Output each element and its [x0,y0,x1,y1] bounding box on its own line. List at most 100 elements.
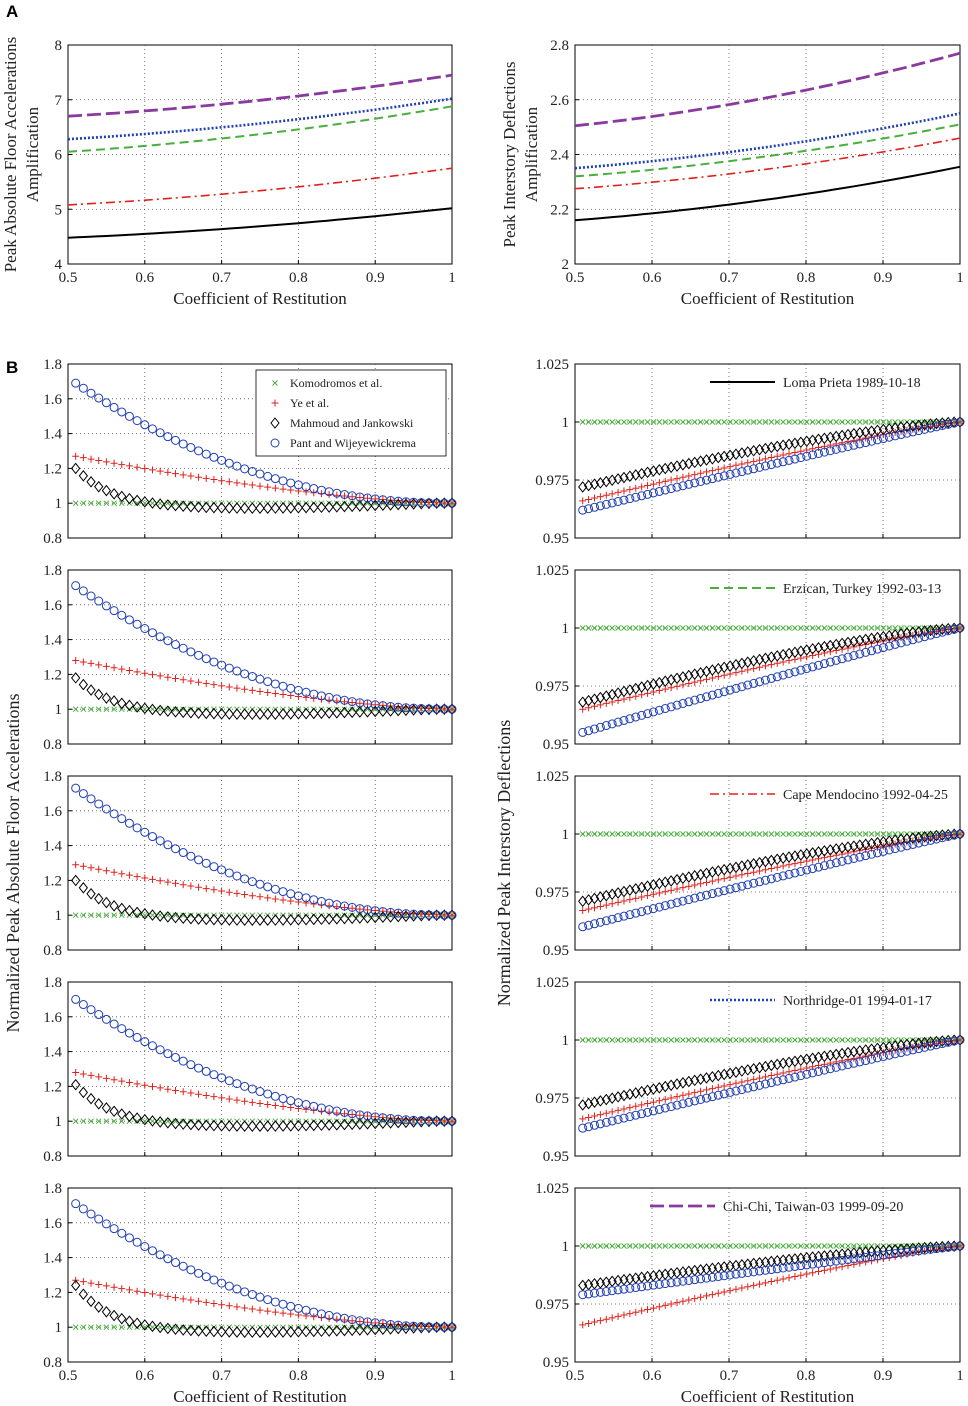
marker-x [733,1037,739,1043]
marker-circle [217,1073,227,1083]
marker-x [774,419,781,425]
marker-diamond [408,704,419,716]
marker-circle [825,1064,835,1074]
marker-plus [862,1052,870,1060]
marker-x [703,831,710,837]
marker-x [585,625,592,631]
marker-plus [779,1275,787,1283]
b2r2-ytick-label: 1.2 [43,873,62,889]
marker-x [898,625,904,631]
marker-circle [209,1070,219,1080]
marker-plus [356,905,364,913]
marker-circle [719,471,729,481]
marker-x [733,1243,739,1249]
marker-plus [118,665,126,673]
marker-diamond [86,475,96,488]
a1-xtick-label: 0.7 [720,270,739,286]
marker-diamond [309,501,319,514]
marker-x [915,419,922,425]
marker-circle [696,892,706,902]
marker-circle [719,1089,729,1099]
marker-circle [163,1049,173,1059]
marker-x [915,625,922,631]
marker-circle [878,846,888,856]
marker-circle [595,917,605,927]
marker-diamond [332,913,342,925]
marker-circle [660,901,670,911]
marker-circle [690,893,700,903]
marker-plus [726,1081,734,1089]
marker-x [727,1243,733,1249]
marker-plus [156,1291,164,1299]
marker-circle [802,1260,812,1270]
marker-circle [766,1078,776,1088]
marker-circle [890,1049,900,1059]
marker-circle [943,626,953,636]
marker-circle [643,1281,653,1291]
marker-x [591,1243,598,1249]
marker-circle [631,492,641,502]
marker-x [703,1037,710,1043]
marker-plus [348,904,356,912]
marker-plus [95,456,103,464]
marker-x [149,500,156,507]
marker-circle [814,448,824,458]
legend-item-ye: Ye et al. [290,396,329,410]
marker-x [685,1243,692,1249]
marker-x [786,625,792,631]
marker-circle [743,680,753,690]
marker-diamond [378,705,388,717]
marker-x [756,1037,763,1043]
marker-x [627,831,633,837]
marker-circle [790,1261,800,1271]
marker-x [762,1037,769,1043]
marker-plus [714,1083,722,1091]
legend: Komodromos et al.Ye et al.Mahmoud and Ja… [255,369,447,457]
marker-plus [172,879,180,887]
marker-plus [832,647,840,655]
marker-plus [767,454,775,462]
marker-x [680,419,686,425]
marker-plus [579,1321,587,1329]
marker-x [856,419,863,425]
marker-diamond [94,892,104,905]
legend-item-komodromos: Komodromos et al. [290,376,382,390]
marker-x [756,831,763,837]
marker-diamond [347,912,357,925]
marker-plus [110,664,118,672]
marker-circle [201,654,211,664]
marker-plus [256,482,264,490]
marker-diamond [362,1117,373,1130]
b2r1-ytick-label: 1.6 [43,598,62,614]
series-line [67,97,453,141]
marker-plus [179,676,187,684]
marker-circle [837,443,847,453]
marker-x [703,1243,710,1249]
marker-plus [156,672,164,680]
marker-x [80,912,87,919]
marker-plus [110,1076,118,1084]
marker-diamond [393,498,403,511]
legend-item-pant: Pant and Wijeyewickrema [290,436,417,450]
marker-plus [156,877,164,885]
marker-x [188,500,194,507]
marker-circle [201,858,211,868]
marker-plus [164,468,172,476]
marker-x [644,1037,651,1043]
marker-circle [286,683,296,693]
marker-plus [433,705,441,713]
marker-circle [861,438,871,448]
marker-circle [825,859,835,869]
marker-diamond [117,1312,127,1325]
marker-circle [896,430,906,440]
marker-plus [279,691,287,699]
marker-plus [579,497,587,505]
marker-circle [589,919,599,929]
marker-plus [225,683,233,691]
marker-x [739,831,745,837]
marker-x [341,912,348,919]
marker-diamond [232,914,242,926]
marker-plus [602,491,610,499]
marker-x [803,1037,810,1043]
marker-diamond [193,501,204,513]
